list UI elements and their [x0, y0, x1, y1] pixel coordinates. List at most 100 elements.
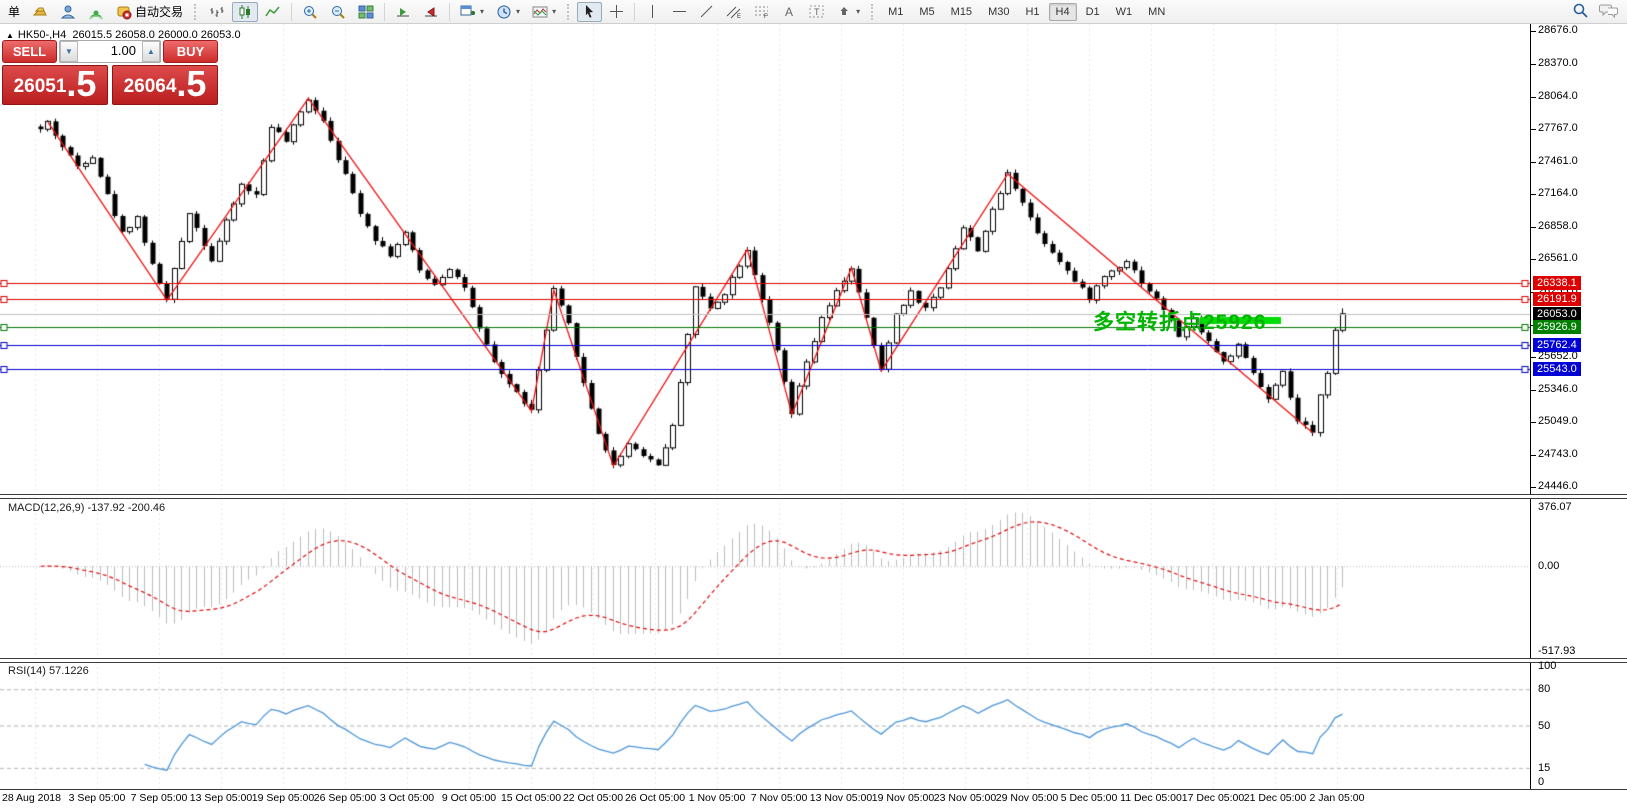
volume-down-button[interactable]: ▼ [60, 41, 78, 62]
caret-icon: ▾ [516, 7, 521, 16]
macd-value-1: -137.92 [87, 502, 125, 514]
price-tag[interactable]: 25762.4 [1533, 338, 1581, 353]
macd-axis-max: 376.07 [1538, 501, 1572, 513]
autotrading-label: 自动交易 [135, 5, 184, 19]
macd-pane-canvas[interactable] [0, 498, 1530, 658]
svg-text:A: A [785, 5, 793, 19]
time-axis-label: 29 Nov 05:00 [995, 792, 1059, 804]
volume-value[interactable]: 1.00 [110, 43, 136, 58]
tile-windows-icon [358, 5, 374, 18]
rsi-axis-label: 100 [1538, 660, 1557, 672]
price-tag[interactable]: 26053.0 [1533, 306, 1581, 321]
text-label-icon: T [809, 5, 824, 18]
price-tag[interactable]: 26338.1 [1533, 276, 1581, 291]
caret-icon: ▾ [552, 7, 557, 16]
time-axis-label: 13 Nov 05:00 [809, 792, 873, 804]
arrows-dropdown[interactable]: ▾ [832, 2, 865, 22]
price-axis-tick: 28676.0 [1531, 24, 1578, 36]
svg-text:F: F [764, 14, 768, 19]
text-icon: A [785, 5, 793, 19]
cursor-tool-button[interactable] [577, 1, 603, 22]
rsi-axis-label: 15 [1538, 761, 1551, 774]
macd-pane-splitter[interactable] [0, 494, 1627, 499]
candlestick-icon [239, 4, 251, 19]
time-axis-label: 15 Oct 05:00 [500, 792, 562, 804]
bar-chart-button[interactable] [204, 2, 230, 22]
time-axis-label: 23 Nov 05:00 [933, 792, 997, 804]
market-watch-button[interactable] [55, 2, 81, 22]
tile-windows-button[interactable] [353, 2, 379, 22]
price-tag[interactable]: 25543.0 [1533, 361, 1581, 376]
buy-price-panel[interactable]: 26064.5 [112, 65, 218, 105]
timeframe-button-m15[interactable]: M15 [950, 5, 973, 18]
chart-shift-icon [425, 6, 438, 17]
candlestick-chart-button[interactable] [232, 1, 259, 22]
trendline-tool[interactable] [694, 2, 719, 22]
buy-button[interactable]: BUY [163, 40, 218, 63]
channel-tool[interactable]: E [721, 2, 747, 22]
time-axis-label: 28 Aug 2018 [2, 792, 61, 804]
zoom-out-button[interactable] [325, 2, 351, 22]
time-axis-label: 13 Sep 05:00 [189, 792, 253, 804]
text-label-tool[interactable]: T [804, 2, 830, 22]
price-axis-tick: 27767.0 [1531, 121, 1578, 134]
timeframe-button-h1[interactable]: H1 [1025, 5, 1040, 18]
vertical-line-tool[interactable] [640, 2, 665, 22]
toolbar-separator [634, 2, 636, 21]
toolbar-grip [567, 3, 571, 20]
timeframe-button-m30[interactable]: M30 [988, 5, 1010, 18]
sell-button[interactable]: SELL [2, 40, 57, 63]
signals-button[interactable] [83, 2, 109, 22]
toolbar-grip [194, 3, 198, 20]
horizontal-line-tool[interactable] [667, 2, 692, 22]
line-chart-button[interactable] [260, 2, 286, 22]
new-order-label: 单 [8, 5, 21, 19]
buy-price-main: 26064 [123, 76, 177, 97]
price-axis-tick: 27164.0 [1531, 186, 1578, 199]
chart-shift-button[interactable] [418, 2, 444, 22]
collapse-arrow-icon: ▲ [6, 31, 14, 40]
zoom-out-icon [332, 5, 345, 19]
price-tag[interactable]: 26191.9 [1533, 291, 1581, 306]
crosshair-tool-button[interactable] [604, 2, 629, 22]
chat-icon[interactable] [1599, 2, 1619, 19]
timeframe-button-d1[interactable]: D1 [1085, 5, 1100, 18]
timeframe-button-m1[interactable]: M1 [888, 5, 904, 18]
time-axis-label: 21 Dec 05:00 [1243, 792, 1307, 804]
one-click-trading-panel: SELL ▼ 1.00 ▲ BUY 26051.5 26064.5 [2, 40, 218, 105]
rsi-pane-canvas[interactable] [0, 662, 1530, 789]
auto-scroll-button[interactable] [390, 2, 416, 22]
new-order-button[interactable]: 单 [3, 2, 25, 22]
user-window-icon [60, 5, 76, 18]
macd-axis-zero: 0.00 [1538, 560, 1560, 573]
timeframe-button-w1[interactable]: W1 [1115, 5, 1133, 18]
line-chart-icon [265, 6, 280, 16]
main-chart-canvas[interactable] [0, 24, 1530, 494]
rsi-pane-splitter[interactable] [0, 658, 1627, 663]
time-axis-label: 3 Sep 05:00 [68, 792, 126, 804]
equidistant-channel-icon: E [726, 6, 741, 19]
time-axis-label: 17 Dec 05:00 [1181, 792, 1245, 804]
toolbar: 单 自动交易 [0, 0, 1627, 24]
timeframe-button-m5[interactable]: M5 [919, 5, 935, 18]
periods-dropdown[interactable]: ▾ [491, 2, 525, 22]
price-axis-line [1530, 24, 1531, 790]
text-tool[interactable]: A [777, 2, 802, 22]
zoom-in-button[interactable] [297, 2, 323, 22]
price-axis-tick: 28064.0 [1531, 89, 1578, 102]
autotrading-button[interactable]: 自动交易 [111, 2, 188, 22]
indicators-dropdown[interactable]: ▾ [527, 2, 561, 22]
search-icon[interactable] [1572, 2, 1589, 19]
bar-chart-icon [210, 6, 224, 17]
time-axis-label: 11 Dec 05:00 [1120, 792, 1182, 804]
volume-up-button[interactable]: ▲ [142, 41, 160, 62]
fibonacci-tool[interactable]: F [749, 2, 775, 22]
time-axis-label: 5 Dec 05:00 [1060, 792, 1118, 804]
profiles-button[interactable] [27, 2, 53, 22]
timeframe-button-h4[interactable]: H4 [1048, 2, 1077, 21]
new-chart-dropdown[interactable]: ▾ [455, 2, 489, 22]
timeframe-button-mn[interactable]: MN [1148, 5, 1166, 18]
time-axis-label: 26 Oct 05:00 [624, 792, 686, 804]
sell-price-panel[interactable]: 26051.5 [2, 65, 108, 105]
price-tag[interactable]: 25926.9 [1533, 320, 1581, 335]
